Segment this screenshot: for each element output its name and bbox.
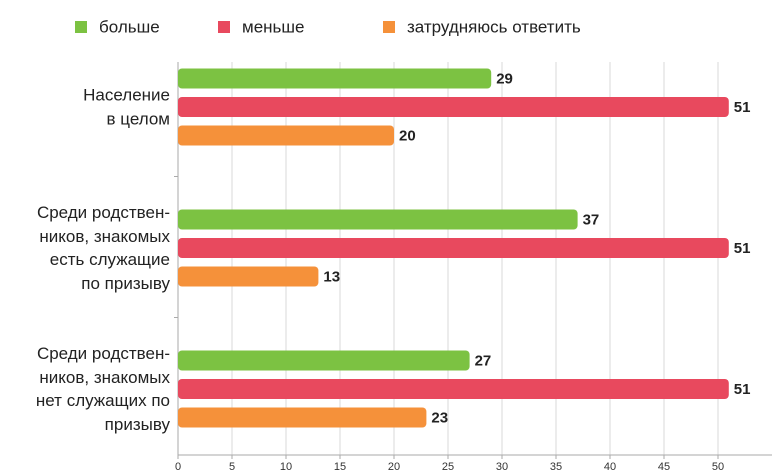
x-tick-label: 30 [496,461,508,473]
legend-label: меньше [242,17,304,36]
bar [178,125,394,146]
category-label: Население в целом [83,85,170,129]
value-label: 23 [431,409,448,426]
legend-label: больше [99,17,160,36]
value-label: 13 [323,268,340,285]
value-label: 51 [734,381,751,398]
bar [178,379,729,399]
bar [178,97,729,117]
x-tick-label: 15 [334,461,346,473]
x-tick-label: 20 [388,461,400,473]
legend-swatch [383,21,395,33]
value-label: 37 [583,211,600,228]
x-tick-label: 45 [658,461,670,473]
x-tick-label: 0 [175,461,181,473]
legend-swatch [75,21,87,33]
bar [178,350,470,371]
value-label: 20 [399,127,416,144]
legend-label: затрудняюсь ответить [407,17,581,36]
bar [178,68,492,89]
x-tick-label: 40 [604,461,616,473]
legend-swatch [218,21,230,33]
x-tick-label: 35 [550,461,562,473]
x-tick-label: 10 [280,461,292,473]
x-tick-label: 25 [442,461,454,473]
value-label: 27 [475,352,492,369]
x-tick-label: 50 [712,461,724,473]
value-label: 51 [734,240,751,257]
value-label: 29 [496,70,513,87]
bar [178,238,729,258]
x-tick-label: 5 [229,461,235,473]
bar [178,209,578,230]
category-label: Среди родствен- ников, знакомых нет служ… [35,344,170,434]
value-label: 51 [734,99,751,116]
bar [178,266,319,287]
bar [178,407,427,428]
category-label: Среди родствен- ников, знакомых есть слу… [36,203,170,293]
